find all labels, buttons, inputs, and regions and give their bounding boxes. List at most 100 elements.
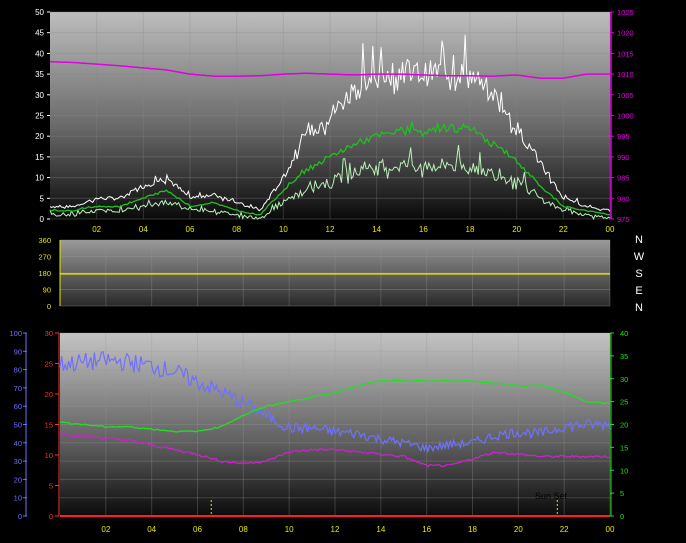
wind-panel-axes: 5045403530252015105010251020101510101005… bbox=[35, 8, 634, 234]
humidity-y-tick-label: 10 bbox=[14, 494, 22, 503]
wind-y-tick-label: 20 bbox=[35, 132, 44, 141]
climate-x-tick-label: 14 bbox=[376, 525, 385, 534]
direction-panel-grid bbox=[60, 239, 611, 307]
climate-x-tick-label: 00 bbox=[606, 525, 615, 534]
wind-x-tick-label: 18 bbox=[466, 225, 475, 234]
climate-x-tick-label: 10 bbox=[285, 525, 294, 534]
direction-y-tick-label: 360 bbox=[38, 236, 51, 245]
direction-label: N bbox=[635, 234, 643, 246]
climate-x-tick-label: 22 bbox=[560, 525, 569, 534]
temperature-label: Temperatura bbox=[453, 316, 516, 328]
rain-y-tick-label: 15 bbox=[45, 421, 53, 430]
wind-x-tick-label: 06 bbox=[186, 225, 195, 234]
pressure-y-tick-label: 975 bbox=[617, 215, 630, 224]
wind-x-tick-label: 14 bbox=[372, 225, 381, 234]
wind-y-tick-label: 40 bbox=[35, 49, 44, 58]
temperature-y-tick-label: 30 bbox=[620, 375, 628, 384]
dewpoint-label: Punto rocío bbox=[575, 316, 631, 328]
climate-panel-series bbox=[59, 350, 611, 517]
climate-x-tick-label: 12 bbox=[331, 525, 340, 534]
humidity-label: Humedad bbox=[96, 316, 144, 328]
climate-x-tick-label: 08 bbox=[239, 525, 248, 534]
wind-y-tick-label: 45 bbox=[35, 29, 44, 38]
wind-y-tick-label: 30 bbox=[35, 91, 44, 100]
temperature-y-tick-label: 20 bbox=[620, 421, 628, 430]
wind-y-tick-label: 25 bbox=[35, 112, 44, 121]
wind-x-tick-label: 00 bbox=[606, 225, 615, 234]
humidity-y-tick-label: 100 bbox=[9, 329, 22, 338]
direction-y-tick-label: 180 bbox=[38, 269, 51, 278]
rain-y-tick-label: 25 bbox=[45, 360, 53, 369]
rain-y-tick-label: 30 bbox=[45, 329, 53, 338]
pressure-y-tick-label: 1015 bbox=[617, 49, 634, 58]
wind-x-tick-label: 16 bbox=[419, 225, 428, 234]
wind-y-tick-label: 5 bbox=[40, 194, 45, 203]
direction-label: N bbox=[635, 302, 643, 314]
direction-label: S bbox=[635, 268, 642, 280]
pressure-y-tick-label: 995 bbox=[617, 132, 630, 141]
humidity-y-tick-label: 80 bbox=[14, 366, 22, 375]
temperature-y-tick-label: 35 bbox=[620, 352, 628, 361]
pressure-y-tick-label: 1010 bbox=[617, 70, 634, 79]
climate-panel-axes: 1009080706050403020100302520151050403530… bbox=[9, 329, 628, 534]
pressure-y-tick-label: 1005 bbox=[617, 91, 634, 100]
direction-y-tick-label: 270 bbox=[38, 253, 51, 262]
climate-x-tick-label: 02 bbox=[101, 525, 110, 534]
pressure-y-tick-label: 985 bbox=[617, 174, 630, 183]
wind-average-series bbox=[49, 121, 610, 216]
climate-panel-grid bbox=[60, 332, 611, 517]
temperature-y-tick-label: 40 bbox=[620, 329, 628, 338]
pressure-y-tick-label: 980 bbox=[617, 194, 630, 203]
pressure-label: Presión bbox=[538, 1, 575, 13]
temperature-y-tick-label: 15 bbox=[620, 443, 628, 452]
wind-x-tick-label: 08 bbox=[232, 225, 241, 234]
climate-x-tick-label: 16 bbox=[422, 525, 431, 534]
temperature-y-tick-label: 10 bbox=[620, 466, 628, 475]
wind-speed-series bbox=[49, 145, 611, 221]
climate-x-tick-label: 04 bbox=[147, 525, 156, 534]
humidity-y-tick-label: 40 bbox=[14, 439, 22, 448]
pressure-y-tick-label: 1000 bbox=[617, 112, 634, 121]
direction-label: E bbox=[635, 285, 642, 297]
gust-series bbox=[49, 34, 611, 212]
wind-y-tick-label: 15 bbox=[35, 153, 44, 162]
direction-y-tick-label: 90 bbox=[43, 286, 51, 295]
wind-y-tick-label: 50 bbox=[35, 8, 44, 17]
pressure-y-tick-label: 1025 bbox=[617, 8, 634, 17]
climate-x-tick-label: 18 bbox=[468, 525, 477, 534]
rain-y-tick-label: 5 bbox=[49, 482, 53, 491]
humidity-y-tick-label: 70 bbox=[14, 384, 22, 393]
humidity-series bbox=[59, 350, 611, 454]
wind-x-tick-label: 22 bbox=[559, 225, 568, 234]
climate-x-tick-label: 06 bbox=[193, 525, 202, 534]
humidity-y-tick-label: 90 bbox=[14, 347, 22, 356]
wind-x-tick-label: 20 bbox=[512, 225, 521, 234]
pressure-y-tick-label: 990 bbox=[617, 153, 630, 162]
wind-x-tick-label: 04 bbox=[139, 225, 148, 234]
wind-speed-label: Velocidad viento bbox=[50, 1, 130, 13]
rain-y-tick-label: 10 bbox=[45, 451, 53, 460]
direction-label: W bbox=[634, 251, 645, 263]
rain-label: Lluvia bbox=[2, 316, 32, 328]
chart-title: 24 hour graph day : 26 Junio 2024 bbox=[248, 1, 416, 13]
humidity-y-tick-label: 50 bbox=[14, 421, 22, 430]
temperature-y-tick-label: 0 bbox=[620, 512, 624, 521]
wind-x-tick-label: 10 bbox=[279, 225, 288, 234]
pressure-y-tick-label: 1020 bbox=[617, 29, 634, 38]
humidity-y-tick-label: 30 bbox=[14, 457, 22, 466]
direction-panel-axes: 360 270 180 90 0 bbox=[38, 236, 61, 311]
humidity-y-tick-label: 0 bbox=[18, 512, 22, 521]
wind-panel-series bbox=[49, 34, 611, 221]
sunset-label: Sun Set bbox=[535, 491, 568, 501]
wind-x-tick-label: 02 bbox=[92, 225, 101, 234]
temperature-y-tick-label: 25 bbox=[620, 398, 628, 407]
rain-y-tick-label: 20 bbox=[45, 390, 53, 399]
humidity-y-tick-label: 20 bbox=[14, 475, 22, 484]
humidity-y-tick-label: 60 bbox=[14, 402, 22, 411]
rain-y-tick-label: 0 bbox=[49, 512, 53, 521]
direction-panel-background bbox=[60, 240, 610, 306]
wind-y-tick-label: 0 bbox=[40, 215, 45, 224]
wind-y-tick-label: 10 bbox=[35, 174, 44, 183]
